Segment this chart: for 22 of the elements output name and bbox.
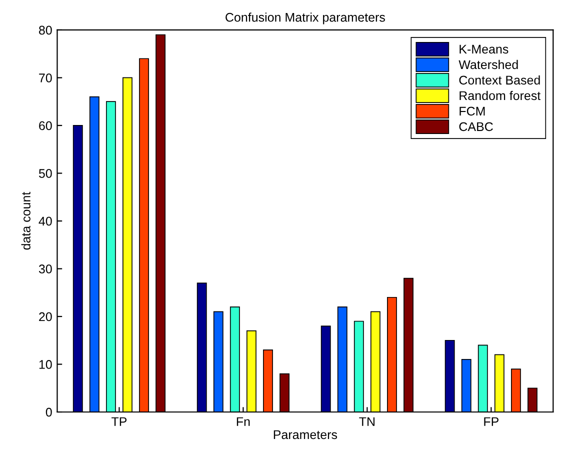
x-tick-label: TN <box>359 417 374 426</box>
chart-title: Confusion Matrix parameters <box>226 12 385 24</box>
legend-label: CABC <box>459 122 493 132</box>
y-tick-label: 40 <box>38 216 52 226</box>
y-tick-label: 30 <box>38 264 52 274</box>
legend-label: Context Based <box>459 75 540 85</box>
y-tick-label: 50 <box>38 169 52 178</box>
y-tick-label: 0 <box>46 408 52 417</box>
legend-label: Watershed <box>458 60 518 70</box>
x-tick-label: Fn <box>236 417 250 426</box>
y-tick-label: 60 <box>39 121 52 130</box>
x-tick-label: FP <box>484 417 498 426</box>
y-tick-label: 10 <box>39 360 52 369</box>
x-tick-label: TP <box>112 417 127 426</box>
y-tick-label: 70 <box>39 74 52 82</box>
legend-label: K-Means <box>460 44 508 54</box>
legend-label: FCM <box>460 106 485 116</box>
y-tick-label: 20 <box>39 312 52 322</box>
y-axis-title: data count <box>21 192 30 250</box>
y-tick-label: 80 <box>39 26 52 35</box>
x-axis-title: Parameters <box>274 430 338 440</box>
legend-label: Random forest <box>460 90 541 100</box>
